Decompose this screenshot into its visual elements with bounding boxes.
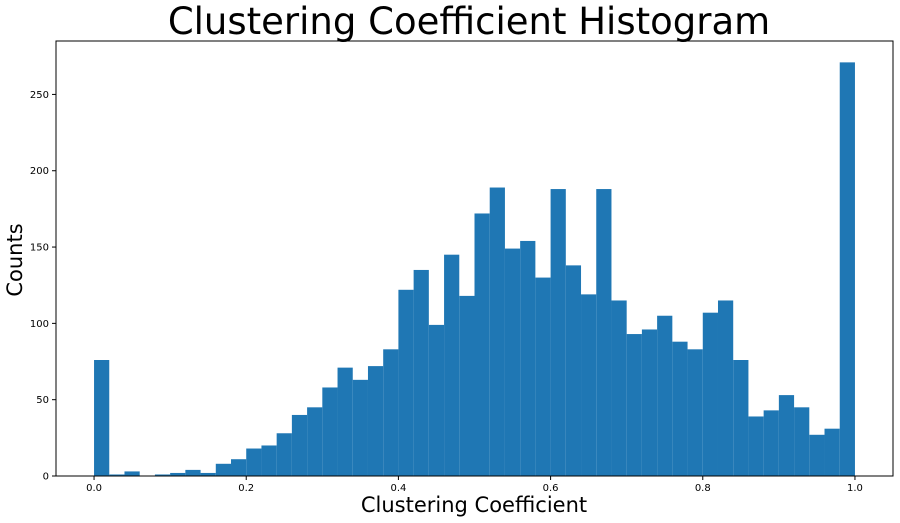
histogram-bar	[246, 448, 262, 476]
histogram-bar	[535, 277, 551, 476]
x-tick-label: 0.2	[238, 483, 254, 494]
x-axis-label: Clustering Coefficient	[361, 493, 587, 517]
histogram-bar	[413, 269, 429, 476]
histogram-bar	[307, 407, 323, 476]
histogram-bar	[565, 265, 582, 476]
histogram-bar	[124, 471, 140, 476]
histogram-bar	[276, 433, 292, 476]
histogram-bar	[215, 463, 232, 476]
histogram-bar	[170, 472, 186, 476]
y-axis-label: Counts	[3, 223, 27, 296]
histogram-bar	[489, 187, 505, 477]
histogram-bar	[428, 324, 445, 476]
histogram-bar	[626, 334, 642, 476]
histogram-bar	[748, 416, 764, 476]
histogram-bar	[611, 300, 627, 476]
histogram-bar	[717, 300, 734, 476]
y-axis-ticks: 0 50 100 150 200 250	[30, 90, 56, 483]
histogram-bar	[657, 315, 673, 476]
histogram-bar	[839, 62, 855, 477]
histogram-bar	[322, 387, 338, 476]
x-tick-label: 0.0	[86, 483, 102, 494]
x-tick-label: 1.0	[847, 483, 863, 494]
histogram-bar	[794, 407, 810, 476]
histogram-bar	[185, 469, 201, 476]
histogram-bar	[702, 312, 718, 476]
x-tick-label: 0.4	[390, 483, 406, 494]
histogram-bar	[352, 379, 368, 476]
histogram-bar	[520, 240, 536, 476]
histogram-bar	[550, 189, 566, 477]
histogram-bar	[809, 434, 825, 476]
histogram-bar	[337, 367, 353, 476]
histogram-bar	[154, 474, 171, 476]
y-tick-label: 50	[36, 395, 49, 406]
histogram-bar	[200, 472, 216, 476]
histogram-bar	[641, 329, 658, 476]
histogram-bar	[687, 349, 703, 476]
chart-title: Clustering Coefficient Histogram	[168, 0, 770, 43]
histogram-bar	[824, 428, 840, 476]
histogram-bar	[398, 289, 414, 476]
histogram-bar	[504, 248, 521, 476]
bars-group	[94, 62, 855, 477]
histogram-bar	[459, 295, 475, 476]
histogram-bar	[109, 474, 125, 476]
plot-area: 0.0 0.2 0.4 0.6 0.8 1.0 0 50 100 150 200 250	[30, 40, 894, 494]
plot-frame	[55, 40, 894, 477]
histogram-bar	[367, 366, 384, 476]
histogram-bar	[444, 254, 460, 476]
histogram-bar	[94, 360, 110, 476]
y-tick-label: 200	[30, 166, 49, 177]
y-tick-label: 100	[30, 319, 49, 330]
histogram-bar	[231, 459, 247, 476]
histogram-bar	[383, 349, 399, 476]
histogram-bar	[581, 294, 597, 476]
histogram-bar	[474, 213, 490, 476]
histogram-bar	[596, 189, 612, 477]
histogram-bar	[778, 395, 795, 476]
histogram-bar	[291, 414, 308, 476]
y-tick-label: 150	[30, 243, 49, 254]
histogram-bar	[763, 410, 779, 476]
histogram-bar	[733, 360, 749, 476]
x-axis-ticks: 0.0 0.2 0.4 0.6 0.8 1.0	[86, 476, 863, 494]
y-tick-label: 0	[43, 472, 49, 483]
x-tick-label: 0.8	[695, 483, 711, 494]
y-tick-label: 250	[30, 90, 49, 101]
histogram-bar	[261, 445, 277, 476]
x-tick-label: 0.6	[543, 483, 559, 494]
histogram-bar	[672, 341, 688, 476]
